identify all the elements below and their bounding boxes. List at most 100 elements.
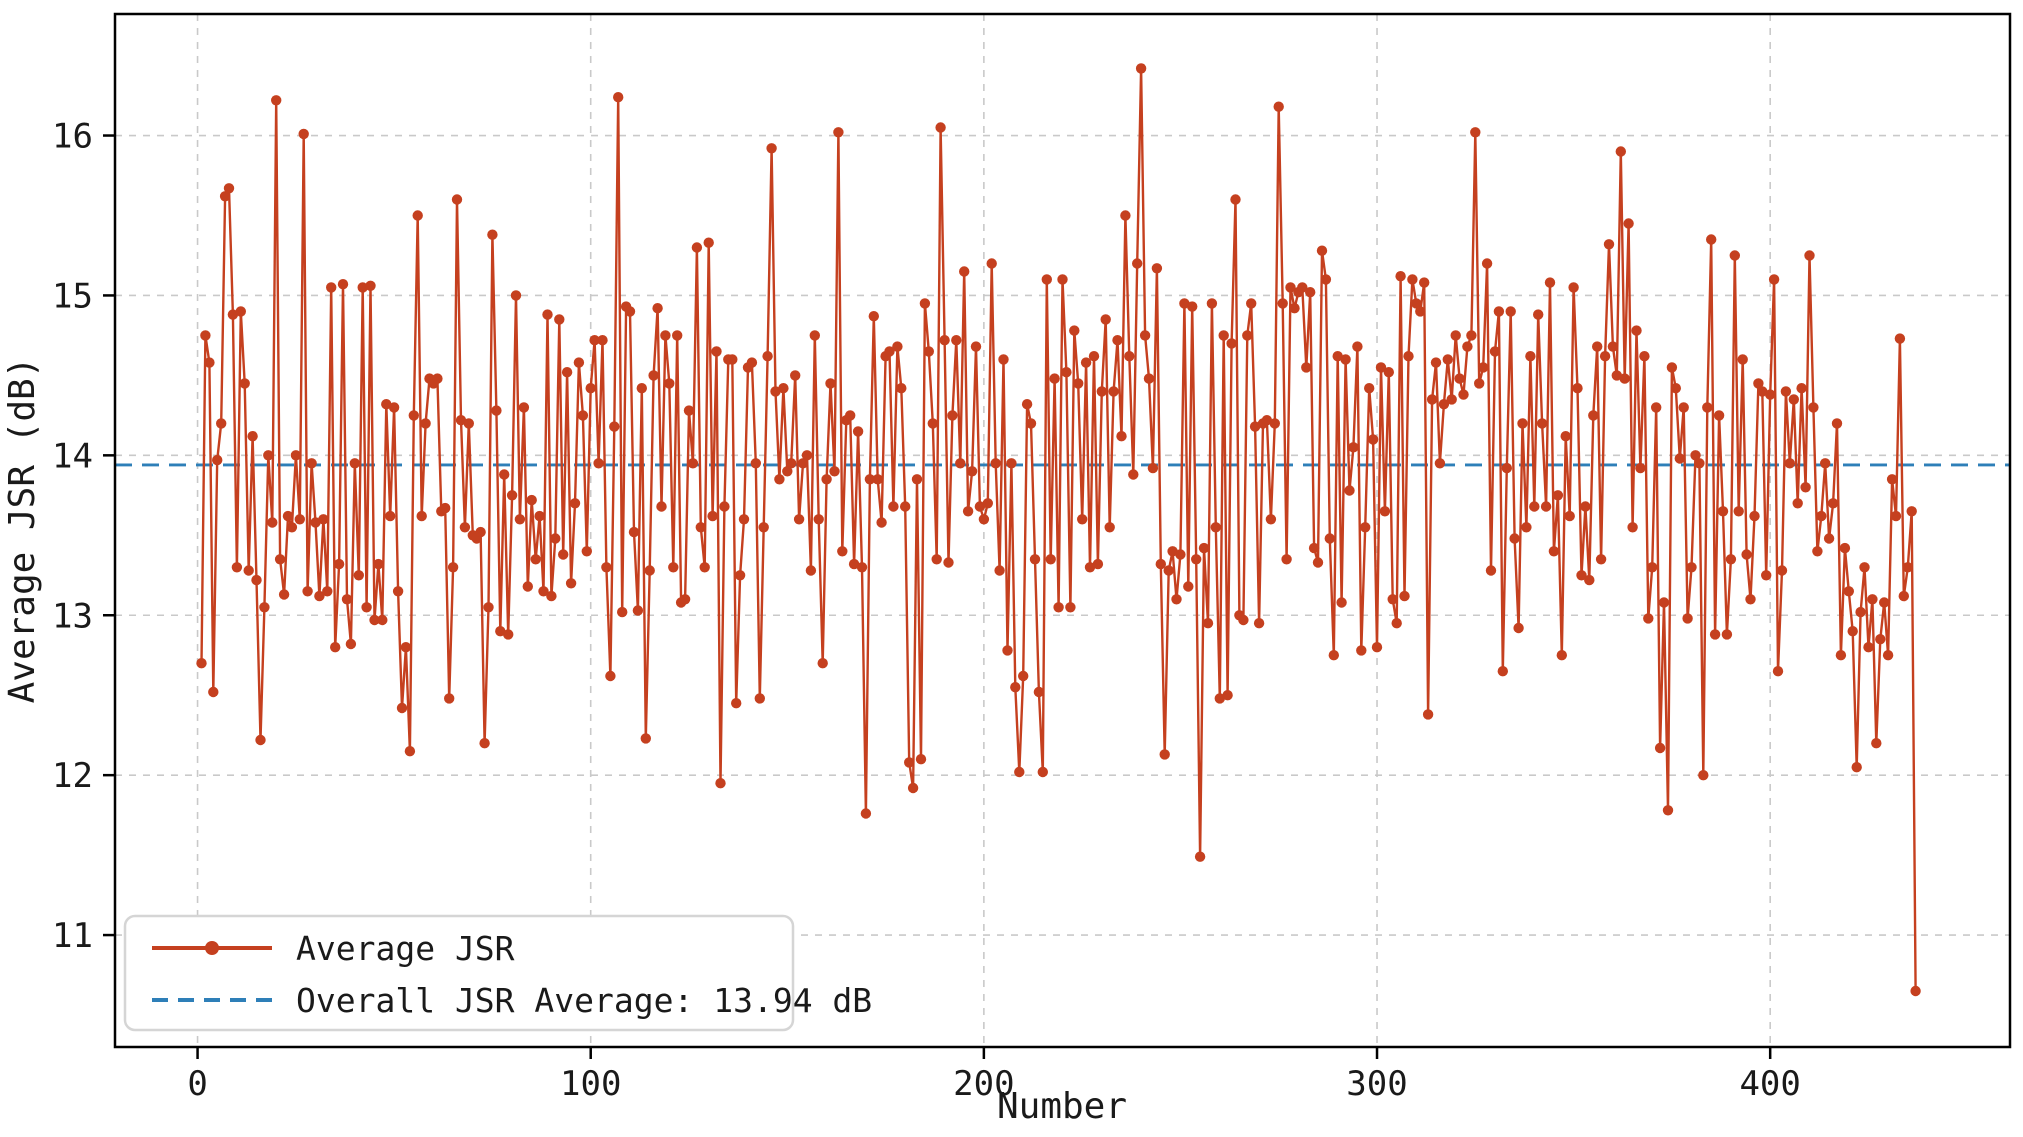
data-point [1588, 410, 1599, 421]
data-point [333, 558, 345, 570]
data-point [558, 549, 569, 560]
data-point [778, 383, 789, 394]
data-point [1226, 338, 1237, 349]
data-point [703, 237, 714, 248]
data-point [1859, 562, 1870, 573]
data-point [1835, 650, 1847, 661]
data-point [719, 501, 730, 512]
data-point [1080, 357, 1092, 368]
tick-labels: 11 12 13 14 15 16 0 100 200 300 400 [52, 117, 1801, 1104]
data-point [1651, 402, 1662, 413]
data-point [1336, 597, 1347, 608]
data-point [1277, 298, 1288, 309]
data-point [1478, 362, 1489, 373]
data-point [1643, 613, 1654, 624]
data-point [337, 279, 349, 290]
data-point [1194, 851, 1206, 862]
data-point [927, 418, 938, 429]
data-point [1230, 194, 1241, 205]
data-point [1890, 510, 1902, 522]
data-point [267, 517, 278, 528]
data-point [326, 282, 337, 293]
data-point [200, 330, 211, 341]
data-point [1179, 298, 1190, 309]
data-point [1871, 738, 1882, 749]
data-point [982, 498, 993, 509]
data-point [1210, 522, 1222, 533]
data-point [1823, 533, 1835, 544]
data-point [1069, 325, 1080, 336]
data-point [1619, 373, 1630, 384]
data-point [1238, 614, 1249, 626]
y-tick-label: 12 [52, 756, 93, 796]
data-point [758, 522, 769, 533]
data-point [766, 143, 777, 154]
data-point [1332, 351, 1343, 362]
data-point [833, 127, 844, 138]
data-point [754, 693, 765, 704]
data-point [1249, 421, 1261, 432]
data-point [1375, 362, 1387, 373]
data-point [546, 590, 557, 602]
data-point [385, 510, 396, 522]
data-point [715, 778, 726, 789]
data-point [672, 330, 683, 341]
data-point [1855, 606, 1866, 618]
data-point [644, 565, 655, 576]
data-point [499, 469, 510, 480]
data-point [978, 514, 990, 525]
data-point [1910, 985, 1921, 997]
series-path [200, 67, 1917, 992]
data-point [1474, 378, 1485, 389]
data-point [487, 229, 498, 240]
data-point [1843, 586, 1855, 597]
data-point [561, 367, 573, 378]
data-point [1690, 450, 1701, 461]
data-point [554, 314, 565, 325]
x-tick-label: 0 [187, 1064, 207, 1104]
data-point [951, 335, 962, 346]
data-point [1214, 693, 1226, 704]
data-point [959, 266, 970, 277]
data-point [640, 733, 651, 744]
data-point [632, 605, 644, 616]
data-point [440, 502, 451, 514]
data-point [1057, 274, 1068, 285]
data-point [1505, 306, 1516, 317]
data-point [1879, 597, 1890, 608]
data-point [1592, 341, 1603, 352]
data-point [1820, 458, 1831, 469]
data-point [585, 383, 596, 394]
data-point [1202, 618, 1214, 629]
data-point [892, 341, 903, 352]
data-point [400, 642, 412, 653]
data-point [1450, 330, 1461, 341]
data-point [790, 370, 801, 381]
data-point [1533, 309, 1544, 320]
data-point [797, 458, 809, 469]
data-point [1556, 650, 1568, 661]
data-point [699, 562, 710, 573]
data-point [1544, 277, 1556, 288]
data-point [970, 341, 982, 352]
data-point [392, 586, 404, 597]
data-point [809, 330, 820, 341]
data-point [483, 602, 494, 613]
data-point [1041, 274, 1053, 285]
data-point [1029, 554, 1041, 565]
data-point [1143, 373, 1155, 384]
data-point [1320, 274, 1332, 285]
data-point [451, 194, 463, 205]
data-point [837, 546, 848, 557]
data-point [872, 474, 883, 485]
data-point [727, 354, 738, 365]
data-point [1010, 682, 1021, 693]
data-point [907, 782, 919, 794]
data-point [365, 280, 376, 291]
data-point [1497, 666, 1509, 677]
data-point [939, 335, 950, 346]
data-point [1383, 367, 1395, 378]
data-point [1434, 458, 1446, 469]
data-point [357, 282, 368, 293]
